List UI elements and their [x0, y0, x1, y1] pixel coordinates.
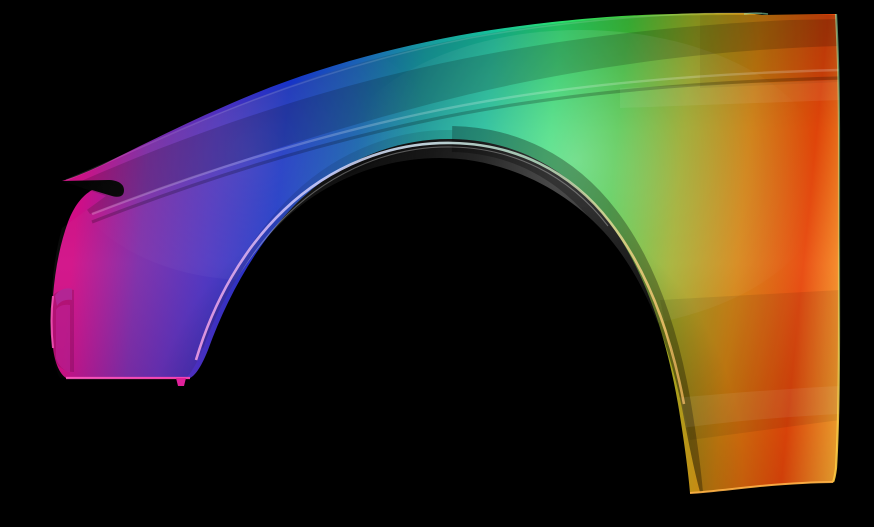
a-pillar-peak-highlight	[743, 12, 769, 15]
a-pillar-plane-shade	[700, 15, 840, 88]
headlight-notch-anchor	[114, 186, 118, 190]
front-flange-upper	[55, 288, 72, 306]
front-tip-anchor	[78, 180, 82, 184]
character-crease-highlight	[91, 68, 840, 216]
character-crease-anchor	[428, 110, 432, 114]
sill-tab-anchor	[179, 380, 183, 384]
front-left-rim-light	[50, 295, 54, 349]
trailing-edge-rim-light	[831, 13, 841, 483]
rocker-step-highlight	[676, 386, 840, 428]
ridge-shadow-band	[70, 19, 840, 214]
front-flange-strip	[56, 304, 70, 372]
a-pillar-step-highlight	[620, 80, 840, 108]
rear-lower-shade	[660, 290, 840, 440]
rocker-bottom-rim-light	[689, 481, 834, 494]
arch-highlight-anchor	[298, 228, 302, 232]
wheel-arch-anchor	[441, 198, 445, 202]
top-ridge-anchor	[418, 70, 422, 74]
character-crease-shadow	[91, 76, 840, 224]
a-pillar-flange-anchor	[798, 38, 802, 42]
top-ridge-highlight	[65, 12, 763, 181]
rocker-edge-anchor	[768, 483, 772, 487]
front-flange-anchor	[58, 328, 62, 332]
sill-tab	[176, 378, 186, 386]
arch-specular-lip	[194, 141, 686, 405]
